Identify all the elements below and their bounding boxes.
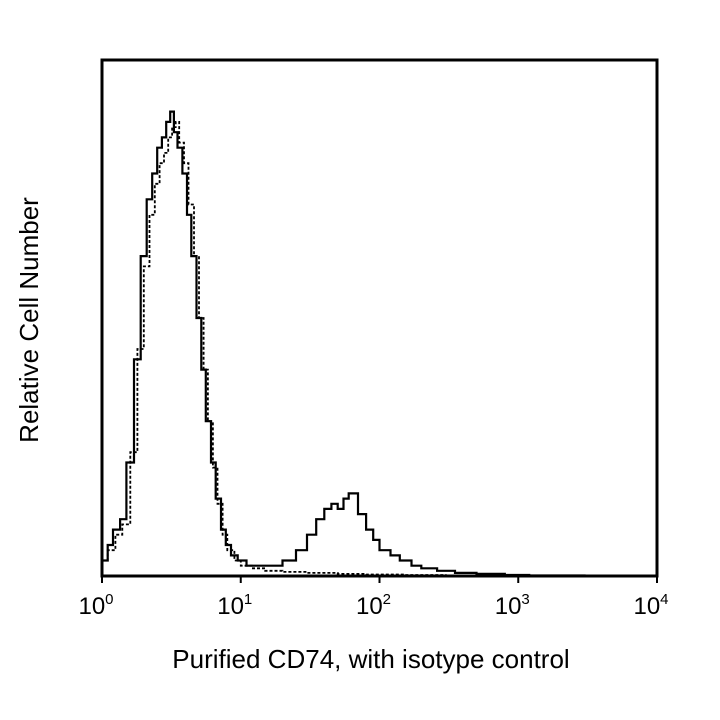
- x-tick-label-base: 10: [217, 593, 244, 620]
- x-axis-label: Purified CD74, with isotype control: [172, 644, 569, 674]
- x-tick-label: 103: [495, 591, 530, 620]
- x-tick-label: 102: [356, 591, 391, 620]
- x-tick-label: 101: [217, 591, 252, 620]
- x-tick-label-base: 10: [78, 593, 105, 620]
- x-tick-label-exponent: 4: [660, 591, 668, 608]
- x-tick-label-exponent: 3: [521, 591, 529, 608]
- histogram-series-1-solid: [102, 110, 657, 578]
- x-tick-label: 100: [78, 591, 113, 620]
- x-tick-label-exponent: 1: [244, 591, 252, 608]
- y-axis-label: Relative Cell Number: [14, 197, 44, 443]
- x-tick-label: 104: [633, 591, 668, 620]
- plot-frame: [100, 58, 659, 578]
- x-tick-label-base: 10: [495, 593, 522, 620]
- x-tick-label-exponent: 0: [105, 591, 113, 608]
- x-tick-label-exponent: 2: [383, 591, 391, 608]
- x-tick-label-base: 10: [356, 593, 383, 620]
- plot-area: [102, 110, 658, 578]
- x-tick-label-base: 10: [633, 593, 660, 620]
- histogram-series-2-dashed: [102, 121, 658, 577]
- x-axis-ticks: 100 101 102 103 104: [78, 576, 669, 620]
